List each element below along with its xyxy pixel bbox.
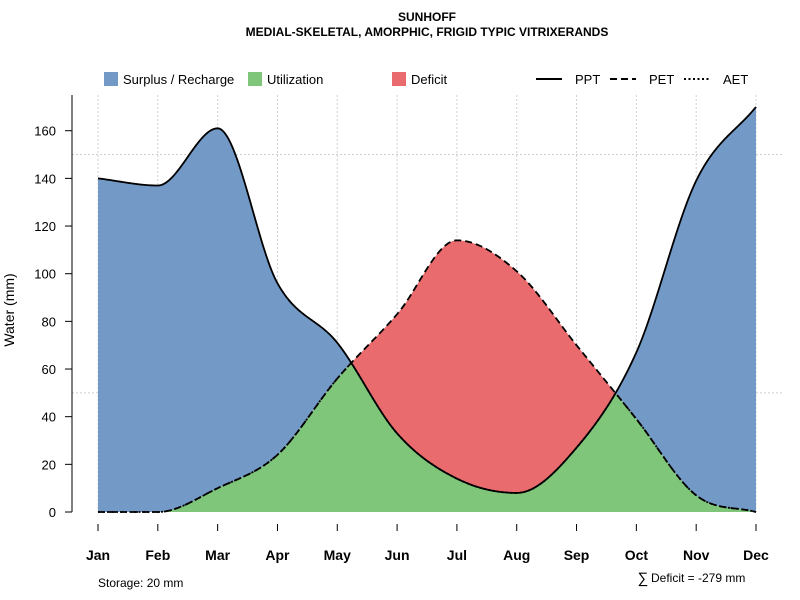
legend-label-surplus-recharge: Surplus / Recharge (123, 72, 234, 87)
legend-swatch-surplus-recharge (104, 72, 118, 86)
x-tick-label-oct: Oct (625, 547, 649, 563)
storage-note: Storage: 20 mm (98, 576, 183, 590)
x-tick-label-dec: Dec (743, 547, 769, 563)
legend-swatch-deficit (392, 72, 406, 86)
y-tick-label: 120 (34, 219, 56, 234)
x-tick-label-jun: Jun (385, 547, 410, 563)
y-axis-label: Water (mm) (1, 273, 17, 346)
x-tick-label-feb: Feb (145, 547, 170, 563)
deficit-sum-symbol: ∑ (638, 570, 649, 587)
x-tick-label-jan: Jan (86, 547, 110, 563)
y-tick-label: 60 (42, 362, 56, 377)
axes-group: 0 20 40 60 80 100 120 140 160 Jan Feb Mar Apr May Jun J… (34, 94, 769, 563)
x-tick-label-jul: Jul (447, 547, 467, 563)
x-tick-label-mar: Mar (205, 547, 230, 563)
legend-label-deficit: Deficit (411, 72, 448, 87)
areas-group (98, 106, 756, 512)
deficit-total-note: Deficit = -279 mm (651, 571, 745, 585)
legend-label-ppt: PPT (575, 72, 600, 87)
chart-title: SUNHOFF (398, 10, 456, 24)
deficit-area (98, 106, 756, 493)
legend-label-pet: PET (649, 72, 674, 87)
legend: Surplus / Recharge Utilization Deficit PPT P… (104, 72, 748, 87)
chart-subtitle: MEDIAL-SKELETAL, AMORPHIC, FRIGID TYPIC … (246, 25, 609, 39)
x-tick-label-apr: Apr (265, 547, 290, 563)
surplus-recharge-area (98, 106, 756, 512)
legend-label-aet: AET (723, 72, 748, 87)
y-tick-label: 20 (42, 457, 56, 472)
series-line-ppt (97, 106, 757, 494)
x-tick-label-may: May (324, 547, 351, 563)
x-tick-label-nov: Nov (683, 547, 710, 563)
x-tick-label-sep: Sep (564, 547, 590, 563)
y-tick-label: 100 (34, 267, 56, 282)
y-tick-label: 140 (34, 171, 56, 186)
x-tick-label-aug: Aug (503, 547, 530, 563)
y-tick-label: 80 (42, 314, 56, 329)
legend-label-utilization: Utilization (267, 72, 323, 87)
y-tick-label: 160 (34, 124, 56, 139)
series-lines-group (97, 106, 757, 513)
y-tick-label: 40 (42, 410, 56, 425)
series-line-aet (98, 362, 757, 513)
utilization-area (98, 363, 756, 512)
legend-swatch-utilization (248, 72, 262, 86)
y-tick-label: 0 (49, 505, 56, 520)
